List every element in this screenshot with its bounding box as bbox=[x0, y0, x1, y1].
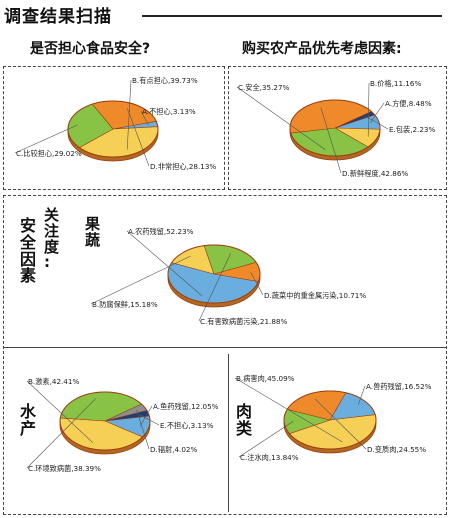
slice-label: C.安全,35.27% bbox=[238, 83, 290, 92]
leader-line bbox=[250, 272, 264, 296]
pie-outline bbox=[283, 390, 377, 450]
leader-line bbox=[126, 79, 132, 150]
leader-line bbox=[367, 82, 370, 137]
label-focus: 关注度: bbox=[44, 206, 60, 272]
slice-label: A.兽药残留,16.52% bbox=[366, 382, 432, 391]
pie-purchase: A.方便,8.48% B.价格,11.16% C.安全,35.27% D.新鲜程度,4… bbox=[236, 79, 435, 178]
slice-label: E.不担心,3.13% bbox=[160, 421, 214, 430]
leader-line bbox=[127, 108, 150, 167]
pie-outline bbox=[167, 244, 261, 304]
slice-label: C.比较担心,29.02% bbox=[16, 149, 82, 158]
slice-label: B.激素,42.41% bbox=[28, 377, 79, 386]
slice-label: C.注水肉,13.84% bbox=[240, 453, 299, 462]
leader-line bbox=[365, 115, 389, 130]
leader-line bbox=[314, 398, 367, 450]
slice-label: C.有害致病菌污染,21.88% bbox=[200, 317, 287, 326]
slice-label: B.价格,11.16% bbox=[370, 79, 421, 88]
title-underline bbox=[142, 15, 442, 17]
leader-line bbox=[198, 253, 231, 322]
slice-label: D.辐射,4.02% bbox=[150, 445, 197, 454]
pie-worry: A.不担心,3.13% B.有点担心,39.73% C.比较担心,29.02% D.非… bbox=[14, 76, 216, 171]
slice-label: B.防腐保鲜,15.18% bbox=[92, 300, 158, 309]
leader-line bbox=[14, 124, 78, 154]
slice-label: D.变质肉,24.55% bbox=[367, 445, 426, 454]
label-aquatic: 水产 bbox=[20, 402, 37, 438]
worry-chart-box bbox=[3, 66, 225, 190]
slice-label: D.非常担心,28.13% bbox=[150, 162, 216, 171]
pie-outline bbox=[59, 391, 151, 451]
leader-line bbox=[139, 414, 160, 426]
column-divider bbox=[228, 354, 229, 512]
label-meat: 肉类 bbox=[236, 402, 253, 438]
label-safety: 安全因素 bbox=[20, 216, 37, 286]
leader-line bbox=[136, 409, 150, 450]
label-fruit-veg: 果蔬 bbox=[85, 215, 101, 249]
pie-fruit-veg: A.农药残留,52.23% B.防腐保鲜,15.18% C.有害致病菌污染,21.8… bbox=[90, 227, 366, 326]
leader-line bbox=[90, 255, 191, 305]
leader-line bbox=[140, 110, 149, 126]
slice-label: A.不担心,3.13% bbox=[142, 107, 196, 116]
page-title: 调查结果扫描 bbox=[4, 7, 112, 27]
slice-label: E.包装,2.23% bbox=[389, 125, 435, 134]
section-divider bbox=[3, 347, 447, 348]
slice-label: A.鱼药残留,12.05% bbox=[153, 402, 219, 411]
leader-line bbox=[126, 230, 203, 297]
slice-label: B.病害肉,45.09% bbox=[236, 374, 295, 383]
leader-line bbox=[236, 86, 326, 150]
pie-aquatic: A.鱼药残留,12.05% B.激素,42.41% C.环境致病菌,38.39% D.… bbox=[26, 377, 219, 473]
slice-label: A.方便,8.48% bbox=[385, 99, 432, 108]
pie-meat: A.兽药残留,16.52% B.病害肉,45.09% C.注水肉,13.84% D.变… bbox=[234, 374, 432, 462]
leader-line bbox=[357, 385, 366, 406]
slice-label: D.新鲜程度,42.86% bbox=[342, 169, 408, 178]
pie-outline bbox=[289, 99, 381, 157]
slice-label: D.蔬菜中的重金属污染,10.71% bbox=[264, 291, 366, 300]
question-worry: 是否担心食品安全? bbox=[30, 41, 151, 57]
purchase-chart-box bbox=[228, 66, 447, 190]
leader-line bbox=[26, 380, 94, 444]
safety-factors-box bbox=[3, 195, 447, 515]
slice-label: B.有点担心,39.73% bbox=[132, 76, 198, 85]
leader-line bbox=[238, 421, 294, 458]
slice-label: A.农药残留,52.23% bbox=[128, 227, 194, 236]
leader-line bbox=[140, 405, 153, 426]
leader-line bbox=[234, 377, 343, 443]
leader-line bbox=[320, 107, 342, 174]
slice-label: C.环境致病菌,38.39% bbox=[28, 464, 101, 473]
leader-line bbox=[26, 398, 97, 469]
question-purchase: 购买农产品优先考虑因素: bbox=[242, 41, 402, 57]
